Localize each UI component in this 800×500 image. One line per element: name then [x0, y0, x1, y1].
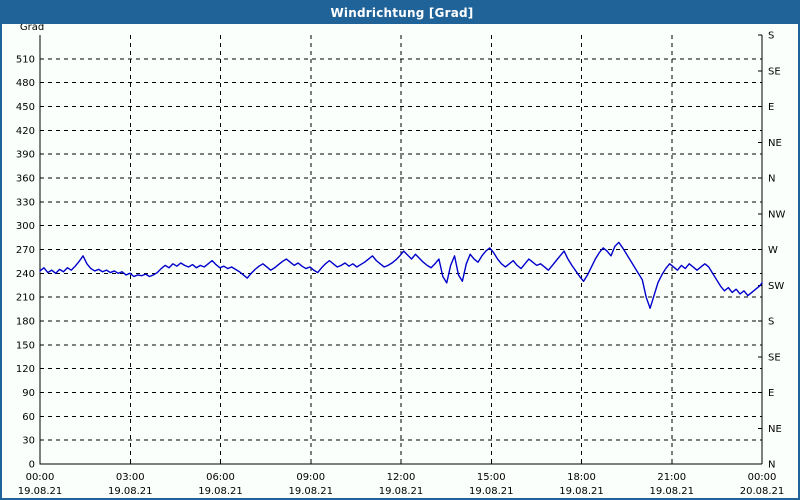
left-axis-tick-label: 0: [29, 460, 35, 471]
right-axis-tick-label: SW: [768, 281, 784, 292]
axis-frame: [39, 35, 763, 465]
x-axis-time-label: 06:00: [206, 472, 235, 483]
right-axis-tick-label: S: [768, 317, 774, 328]
left-axis-tick-label: 480: [16, 78, 35, 89]
x-axis-time-label: 18:00: [567, 472, 596, 483]
left-axis-tick-label: 330: [16, 197, 35, 208]
left-axis-ticks: [40, 58, 44, 465]
right-axis-tick-label: NW: [768, 209, 785, 220]
x-axis-date-label: 19.08.21: [469, 486, 514, 497]
chart-canvas: 0 30 60 90 120 150 180 210 240 270 300 330 360 390 420…: [2, 24, 798, 498]
right-axis-tick-label: SE: [768, 352, 781, 363]
left-axis-tick-label: 450: [16, 102, 35, 113]
x-axis-date-label: 19.08.21: [288, 486, 333, 497]
left-axis-tick-label: 510: [16, 54, 35, 65]
left-axis-tick-label: 30: [22, 436, 35, 447]
x-axis-date-label: 20.08.21: [740, 486, 785, 497]
left-axis-tick-label: 420: [16, 126, 35, 137]
x-axis-date-label: 19.08.21: [198, 486, 243, 497]
wind-direction-series: [39, 241, 763, 309]
right-axis-tick-label: SE: [768, 66, 781, 77]
left-axis-tick-label: 360: [16, 174, 35, 185]
left-axis-labels: 0 30 60 90 120 150 180 210 240 270 300 330 360 390 420…: [16, 54, 35, 470]
x-axis-time-label: 00:00: [748, 472, 777, 483]
left-axis-tick-label: 240: [16, 269, 35, 280]
left-axis-tick-label: 120: [16, 364, 35, 375]
left-axis-tick-label: 390: [16, 150, 35, 161]
left-axis-tick-label: 300: [16, 221, 35, 232]
x-axis-date-label: 19.08.21: [379, 486, 424, 497]
right-axis-tick-label: NE: [768, 138, 782, 149]
x-axis-time-label: 15:00: [477, 472, 506, 483]
x-axis-time-label: 09:00: [296, 472, 325, 483]
right-axis-tick-label: N: [768, 460, 775, 471]
left-axis-tick-label: 60: [22, 412, 35, 423]
x-axis-time-label: 12:00: [387, 472, 416, 483]
wind-direction-chart: 0 30 60 90 120 150 180 210 240 270 300 330 360 390 420…: [16, 24, 786, 497]
right-axis-tick-label: E: [768, 388, 774, 399]
x-axis-date-label: 19.08.21: [18, 486, 63, 497]
horizontal-gridlines: [40, 58, 762, 441]
right-axis-tick-label: W: [768, 245, 778, 256]
x-axis-date-label: 19.08.21: [559, 486, 604, 497]
right-axis-tick-label: E: [768, 102, 774, 113]
window-titlebar: Windrichtung [Grad]: [2, 2, 798, 24]
left-axis-tick-label: 150: [16, 340, 35, 351]
x-axis-time-label: 21:00: [657, 472, 686, 483]
left-axis-tick-label: 270: [16, 245, 35, 256]
x-axis-date-label: 19.08.21: [649, 486, 694, 497]
left-axis-tick-label: 180: [16, 317, 35, 328]
window-title: Windrichtung [Grad]: [330, 6, 474, 20]
left-axis-tick-label: 210: [16, 293, 35, 304]
x-axis-time-label: 00:00: [26, 472, 55, 483]
bottom-axis-labels: 00:00 19.08.21 03:00 19.08.21 06:00 19.08.21 0…: [18, 472, 785, 497]
x-axis-date-label: 19.08.21: [108, 486, 153, 497]
right-axis-tick-label: S: [768, 31, 774, 42]
right-axis-tick-label: N: [768, 174, 775, 185]
right-axis-labels: N NE E SE S SW W NW N NE E SE S: [768, 31, 785, 471]
left-axis-tick-label: 90: [22, 388, 35, 399]
y-axis-unit-label: Grad: [20, 24, 44, 33]
x-axis-time-label: 03:00: [116, 472, 145, 483]
right-axis-tick-label: NE: [768, 424, 782, 435]
